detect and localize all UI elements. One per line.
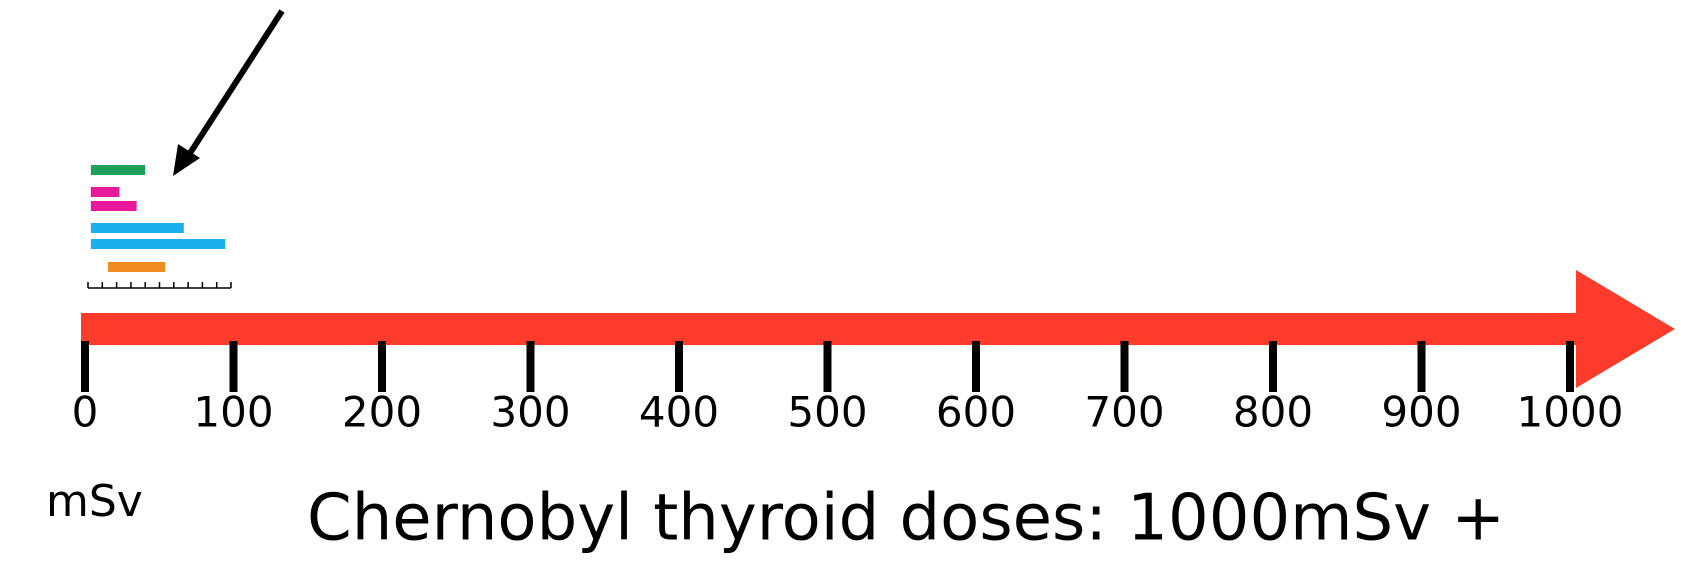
x-tick-label: 500 bbox=[787, 388, 867, 437]
x-tick-label: 700 bbox=[1084, 388, 1164, 437]
chart-title: Chernobyl thyroid doses: 1000mSv + bbox=[307, 482, 1505, 556]
x-tick-label: 100 bbox=[193, 388, 273, 437]
x-tick-label: 1000 bbox=[1517, 388, 1624, 437]
range-bar bbox=[90, 201, 137, 211]
axis-arrow-body bbox=[81, 313, 1581, 345]
range-bar bbox=[90, 187, 120, 197]
pointer-arrow-head bbox=[173, 144, 200, 176]
pointer-arrow bbox=[180, 9, 285, 166]
x-tick-label: 0 bbox=[72, 388, 99, 437]
x-axis-label: mSv bbox=[46, 476, 143, 527]
x-tick-label: 600 bbox=[936, 388, 1016, 437]
x-tick-label: 800 bbox=[1233, 388, 1313, 437]
axis-arrow-head bbox=[1576, 270, 1675, 388]
range-bar bbox=[108, 262, 166, 272]
x-tick-label: 900 bbox=[1381, 388, 1461, 437]
x-tick-label: 300 bbox=[490, 388, 570, 437]
range-bar bbox=[90, 223, 184, 233]
x-tick-label: 400 bbox=[639, 388, 719, 437]
range-bar bbox=[90, 165, 146, 175]
range-bar bbox=[90, 239, 226, 249]
x-tick-label: 200 bbox=[342, 388, 422, 437]
